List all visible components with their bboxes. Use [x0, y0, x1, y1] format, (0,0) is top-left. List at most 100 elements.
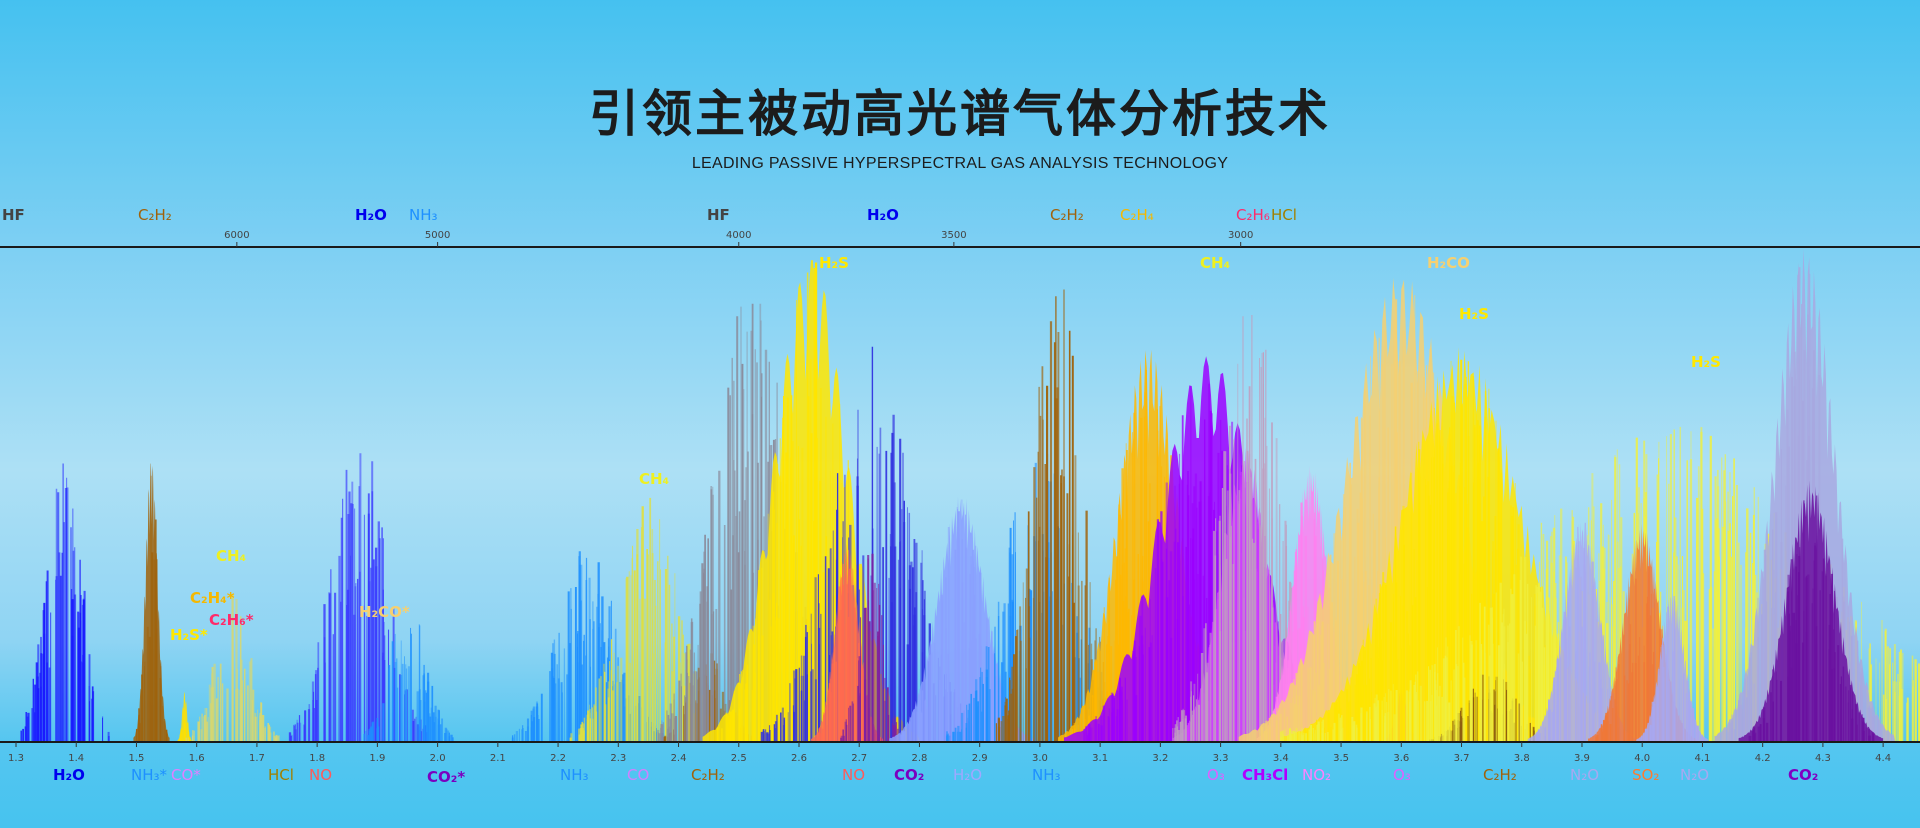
bottom-tick-label: 3.7: [1454, 753, 1470, 764]
top-tick-label: 3000: [1228, 230, 1253, 241]
bottom-label: H₂O: [953, 766, 983, 784]
bottom-tick-label: 1.7: [249, 753, 265, 764]
bottom-tick-label: 1.5: [129, 753, 145, 764]
bottom-label: NO₂: [1302, 766, 1332, 784]
bottom-label: N₂O: [1570, 766, 1600, 784]
bottom-label: CH₃Cl: [1242, 766, 1289, 784]
bottom-tick-label: 3.5: [1333, 753, 1349, 764]
bottom-tick-label: 1.4: [68, 753, 84, 764]
plot-label: H₂S: [1459, 305, 1489, 323]
band-envelope: [1738, 480, 1884, 741]
top-label: NH₃: [409, 206, 438, 224]
bottom-label: NH₃: [1032, 766, 1061, 784]
band-n2o: [1527, 522, 1637, 741]
bottom-tick-label: 3.3: [1213, 753, 1229, 764]
bottom-tick-label: 4.4: [1875, 753, 1891, 764]
top-tick-label: 4000: [726, 230, 751, 241]
top-label: C₂H₄: [1120, 206, 1154, 224]
bottom-label: CO*: [171, 766, 201, 784]
bottom-label: NO: [842, 766, 866, 784]
band-ch4: [569, 497, 726, 741]
plot-label: H₂CO: [1427, 254, 1470, 272]
band-nh3: [363, 624, 454, 741]
plot-label: H₂CO*: [359, 603, 410, 621]
bottom-tick-label: 3.1: [1092, 753, 1108, 764]
plot-label: H₂S*: [170, 626, 208, 644]
bottom-tick-label: 3.2: [1152, 753, 1168, 764]
band-h2o: [20, 463, 110, 741]
plot-label: C₂H₆*: [209, 611, 254, 629]
bottom-label: H₂O: [53, 766, 85, 784]
bottom-label: NH₃: [560, 766, 589, 784]
bottom-label: CO₂: [894, 766, 925, 784]
top-label: HCl: [1271, 206, 1297, 224]
bottom-label: HCl: [268, 766, 294, 784]
bottom-label: CO₂: [1788, 766, 1819, 784]
spectral-bands: [20, 249, 1920, 741]
bottom-tick-label: 2.1: [490, 753, 506, 764]
plot-label: CH₄: [639, 470, 670, 488]
plot-label: H₂S: [819, 254, 849, 272]
bottom-tick-label: 1.3: [8, 753, 24, 764]
bottom-label: C₂H₂: [691, 766, 725, 784]
top-label: C₂H₆: [1236, 206, 1270, 224]
bottom-tick-label: 1.6: [189, 753, 205, 764]
band-h2o: [760, 346, 982, 741]
bottom-tick-label: 4.0: [1634, 753, 1650, 764]
bottom-tick-label: 2.2: [550, 753, 566, 764]
page-title: 引领主被动高光谱气体分析技术: [589, 85, 1331, 143]
top-label: H₂O: [867, 206, 899, 224]
top-label: HF: [707, 206, 730, 224]
top-tick-label: 3500: [941, 230, 966, 241]
page-subtitle: LEADING PASSIVE HYPERSPECTRAL GAS ANALYS…: [691, 155, 1229, 172]
bottom-tick-label: 2.0: [430, 753, 446, 764]
top-tick-label: 6000: [224, 230, 249, 241]
band-c2h2: [133, 463, 170, 741]
bottom-tick-label: 4.1: [1694, 753, 1710, 764]
bottom-label: NH₃*: [131, 766, 168, 784]
bottom-tick-label: 2.7: [851, 753, 867, 764]
top-tick-label: 5000: [425, 230, 450, 241]
band-co2: [840, 553, 903, 741]
bottom-tick-label: 3.8: [1514, 753, 1530, 764]
bottom-tick-label: 2.4: [671, 753, 687, 764]
bottom-tick-label: 3.6: [1393, 753, 1409, 764]
band-h2s: [177, 691, 192, 741]
top-label: C₂H₂: [138, 206, 172, 224]
bottom-label: CO₂*: [427, 768, 466, 786]
bottom-tick-label: 4.3: [1815, 753, 1831, 764]
bottom-tick-label: 1.8: [309, 753, 325, 764]
bottom-tick-label: 3.4: [1273, 753, 1289, 764]
bottom-tick-label: 1.9: [369, 753, 385, 764]
top-label: HF: [2, 206, 25, 224]
band-ch4: [185, 593, 280, 741]
bottom-tick-label: 2.8: [911, 753, 927, 764]
bottom-tick-label: 2.6: [791, 753, 807, 764]
bottom-tick-label: 2.3: [610, 753, 626, 764]
plot-label: CH₄: [216, 547, 247, 565]
band-h2o: [288, 453, 428, 741]
bottom-label: CO: [627, 766, 650, 784]
bottom-tick-label: 2.5: [731, 753, 747, 764]
bottom-tick-label: 4.2: [1755, 753, 1771, 764]
top-label: H₂O: [355, 206, 387, 224]
plot-label: H₂S: [1691, 353, 1721, 371]
plot-label: CH₄: [1200, 254, 1231, 272]
bottom-label: O₃: [1207, 766, 1225, 784]
bottom-label: N₂O: [1680, 766, 1710, 784]
band-n2o: [1636, 593, 1709, 741]
plot-label: C₂H₄*: [190, 589, 235, 607]
band-no: [811, 543, 884, 741]
bottom-tick-label: 3.0: [1032, 753, 1048, 764]
bottom-tick-label: 2.9: [972, 753, 988, 764]
band-co2: [1738, 480, 1884, 741]
bottom-tick-label: 3.9: [1574, 753, 1590, 764]
bottom-label: O₃: [1393, 766, 1411, 784]
top-label: C₂H₂: [1050, 206, 1084, 224]
bottom-label: SO₂: [1632, 766, 1660, 784]
axis-ticks: 1.3 1.4 1.5 1.6 1.7 1.8 1.9 2.0 2.1 2.2 2.3 2.4 2.5 2…: [8, 230, 1891, 764]
bottom-label: C₂H₂: [1483, 766, 1517, 784]
band-envelope: [1238, 278, 1564, 741]
bottom-label: NO: [309, 766, 333, 784]
